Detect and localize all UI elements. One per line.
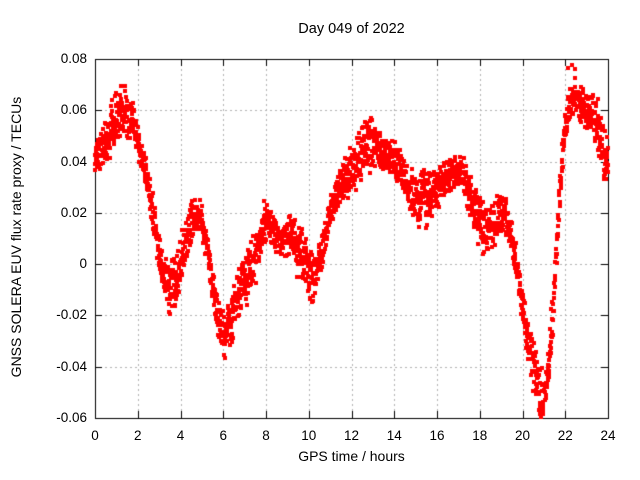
x-tick-label: 24 [600,428,616,443]
y-tick-label: 0 [79,256,87,272]
x-tick-label: 14 [386,428,402,443]
x-tick-label: 8 [262,428,270,443]
x-tick-label: 10 [301,428,317,443]
x-tick-label: 2 [133,428,142,443]
x-tick-label: 0 [91,428,99,443]
y-tick-label: -0.02 [56,307,87,323]
y-tick-label: 0.02 [60,204,87,220]
x-tick-label: 18 [472,428,488,443]
x-tick-label: 4 [176,428,185,443]
y-tick-label: 0.06 [60,102,87,118]
chart-title: Day 049 of 2022 [298,21,405,37]
y-tick-label: 0.08 [60,51,87,66]
x-tick-label: 16 [429,428,445,443]
y-axis-label: GNSS SOLERA EUV flux rate proxy / TECUs [8,96,24,378]
x-tick-label: 6 [219,428,227,443]
x-tick-label: 22 [557,428,573,443]
x-tick-label: 20 [514,428,531,443]
y-tick-label: -0.04 [56,358,87,374]
x-tick-label: 12 [343,428,360,443]
y-tick-label: 0.04 [60,153,87,169]
y-tick-label: -0.06 [56,410,87,425]
x-axis-label: GPS time / hours [298,448,405,464]
